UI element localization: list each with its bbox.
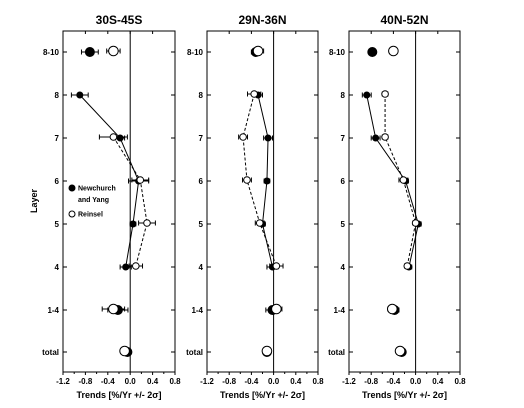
x-tick-label: 0.8 xyxy=(312,377,324,386)
x-tick-label: -0.4 xyxy=(245,377,259,386)
y-tick-label: 6 xyxy=(199,177,204,186)
y-tick-label: 8-10 xyxy=(187,48,204,57)
y-tick-label: 6 xyxy=(55,177,60,186)
data-point-reinsel xyxy=(252,45,264,57)
panel-title: 29N-36N xyxy=(238,13,286,27)
x-tick-label: 0.4 xyxy=(147,377,159,386)
data-point-reinsel xyxy=(411,219,420,227)
x-tick-label: 0.4 xyxy=(432,377,444,386)
x-tick-label: -0.8 xyxy=(364,377,378,386)
legend-marker-newchurch xyxy=(68,184,76,192)
y-tick-label: 7 xyxy=(199,134,204,143)
data-point-newchurch xyxy=(367,47,378,57)
y-tick-label: 8 xyxy=(199,91,204,100)
x-tick-label: 0.0 xyxy=(125,377,137,386)
data-point-reinsel xyxy=(136,176,145,184)
y-tick-label: 4 xyxy=(55,263,60,272)
x-tick-label: -0.8 xyxy=(79,377,93,386)
legend-marker-reinsel xyxy=(68,210,76,218)
data-point-reinsel xyxy=(403,262,412,270)
y-tick-label: 6 xyxy=(341,177,346,186)
y-tick-label: total xyxy=(328,348,345,357)
x-tick-label: -1.2 xyxy=(56,377,70,386)
y-tick-label: 5 xyxy=(55,220,60,229)
data-point-reinsel xyxy=(143,219,151,227)
y-tick-label: 1-4 xyxy=(47,306,59,315)
data-point-reinsel xyxy=(388,45,399,57)
data-point-newchurch xyxy=(122,263,130,271)
data-point-newchurch xyxy=(363,91,371,99)
data-point-newchurch xyxy=(116,134,124,142)
data-point-reinsel xyxy=(243,176,251,184)
data-point-reinsel xyxy=(272,262,281,270)
panel-title: 30S-45S xyxy=(96,13,143,27)
legend-label-newchurch: Newchurch xyxy=(78,186,116,193)
data-point-reinsel xyxy=(250,90,258,98)
data-point-newchurch xyxy=(84,47,95,57)
x-tick-label: -0.4 xyxy=(387,377,401,386)
data-point-newchurch xyxy=(76,91,84,99)
y-tick-label: 1-4 xyxy=(191,306,203,315)
data-point-reinsel xyxy=(108,45,119,57)
x-tick-label: 0.4 xyxy=(290,377,302,386)
data-point-reinsel xyxy=(255,219,264,227)
data-point-newchurch xyxy=(264,134,272,142)
y-tick-label: 4 xyxy=(341,263,346,272)
panel-title: 40N-52N xyxy=(380,13,428,27)
data-point-reinsel xyxy=(271,303,282,315)
data-point-reinsel xyxy=(239,133,247,141)
legend-label-newchurch-line2: and Yang xyxy=(78,197,109,204)
y-tick-label: 7 xyxy=(341,134,346,143)
y-tick-label: 4 xyxy=(199,263,204,272)
data-point-reinsel xyxy=(399,176,408,184)
x-axis-label: Trends [%/Yr +/- 2σ] xyxy=(77,390,162,400)
data-point-reinsel xyxy=(381,133,389,141)
y-tick-label: 5 xyxy=(341,220,346,229)
x-tick-label: -0.4 xyxy=(101,377,115,386)
y-tick-label: 8-10 xyxy=(43,48,60,57)
data-point-newchurch xyxy=(372,134,380,142)
data-point-reinsel xyxy=(132,262,140,270)
x-tick-label: 0.0 xyxy=(268,377,280,386)
y-tick-label: 8-10 xyxy=(329,48,346,57)
x-tick-label: -0.8 xyxy=(222,377,236,386)
x-axis-label: Trends [%/Yr +/- 2σ] xyxy=(362,390,447,400)
y-tick-label: total xyxy=(42,348,59,357)
data-point-reinsel xyxy=(386,303,398,315)
y-axis-label: Layer xyxy=(29,189,39,214)
data-point-newchurch xyxy=(129,220,137,228)
data-point-reinsel xyxy=(108,303,119,315)
y-tick-label: 5 xyxy=(199,220,204,229)
data-point-reinsel xyxy=(109,133,118,141)
y-tick-label: total xyxy=(186,348,203,357)
legend-label-reinsel: Reinsel xyxy=(78,212,103,219)
data-point-reinsel xyxy=(119,345,130,357)
y-tick-label: 8 xyxy=(341,91,346,100)
x-tick-label: 0.0 xyxy=(410,377,422,386)
series-line-reinsel xyxy=(112,136,148,267)
y-tick-label: 7 xyxy=(55,134,60,143)
x-tick-label: 0.8 xyxy=(169,377,181,386)
data-point-newchurch xyxy=(263,177,271,185)
x-tick-label: -1.2 xyxy=(200,377,214,386)
plot-frame xyxy=(206,30,319,373)
data-point-reinsel xyxy=(261,345,273,357)
series-line-newchurch xyxy=(366,94,419,268)
x-axis-label: Trends [%/Yr +/- 2σ] xyxy=(220,390,305,400)
y-tick-label: 8 xyxy=(55,91,60,100)
plot-frame xyxy=(348,30,461,373)
y-tick-label: 1-4 xyxy=(333,306,345,315)
x-tick-label: -1.2 xyxy=(342,377,356,386)
x-tick-label: 0.8 xyxy=(454,377,466,386)
data-point-reinsel xyxy=(394,345,406,357)
data-point-reinsel xyxy=(381,90,389,98)
